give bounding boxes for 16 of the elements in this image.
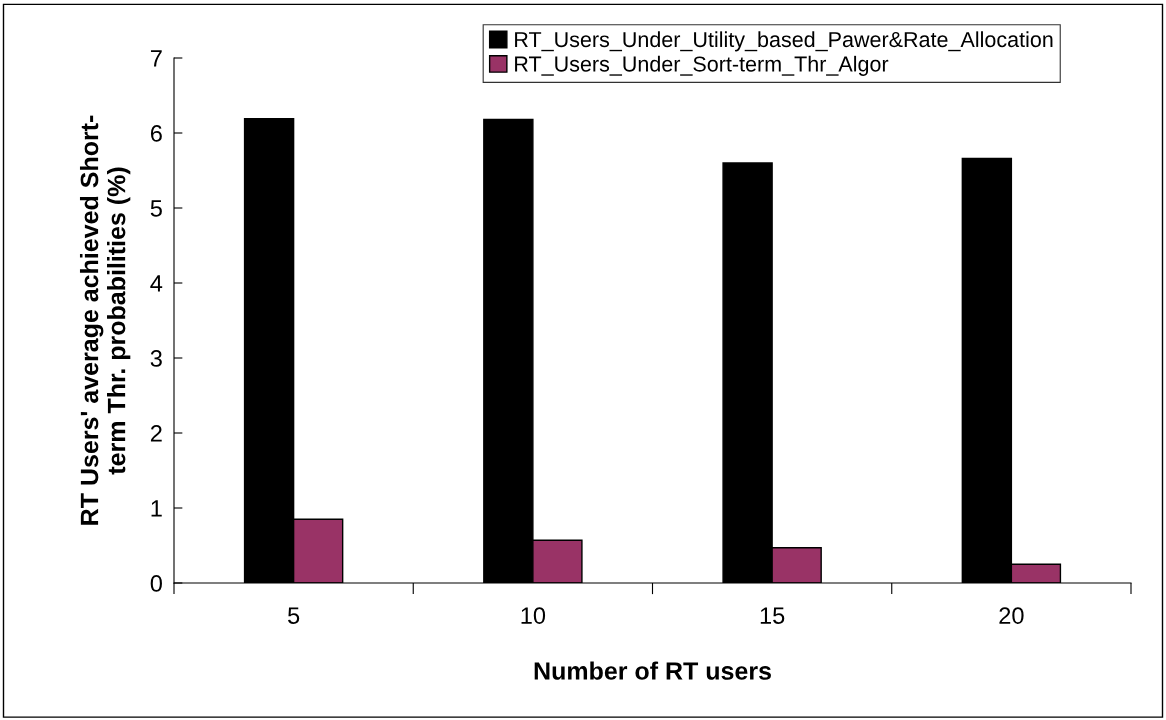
y-tick-label: 2 bbox=[150, 425, 162, 442]
x-axis-title: Number of RT users bbox=[534, 661, 771, 680]
y-tick-label: 6 bbox=[150, 125, 162, 142]
x-tick-label: 10 bbox=[521, 607, 546, 624]
x-tick-label: 15 bbox=[760, 607, 785, 624]
legend-label: RT_Users_Under_Sort-term_Thr_Algor bbox=[515, 55, 889, 76]
y-tick-label: 5 bbox=[150, 200, 162, 217]
x-tick-label: 5 bbox=[288, 607, 300, 624]
y-tick-label: 0 bbox=[150, 575, 162, 592]
y-tick-label: 7 bbox=[150, 50, 162, 67]
y-tick-label: 3 bbox=[150, 350, 162, 367]
y-tick-label: 4 bbox=[150, 275, 163, 292]
y-tick-label: 1 bbox=[151, 500, 162, 517]
legend-label: RT_Users_Under_Utility_based_Pawer&Rate_Allocation bbox=[515, 31, 1053, 52]
x-tick-label: 20 bbox=[999, 607, 1024, 624]
y-axis-title: RT Users' average achieved Short- term Thr. probabilities (%) bbox=[79, 115, 131, 525]
